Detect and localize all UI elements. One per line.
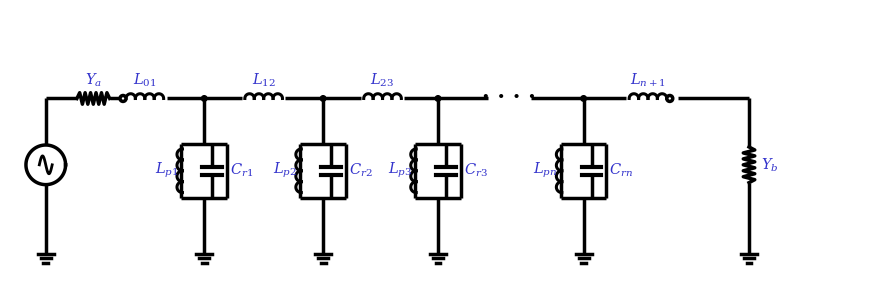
- Text: $L_{p2}$: $L_{p2}$: [273, 161, 297, 180]
- Text: $L_{p1}$: $L_{p1}$: [155, 161, 179, 180]
- Circle shape: [435, 96, 441, 101]
- Text: $L_{01}$: $L_{01}$: [133, 71, 157, 88]
- Text: $C_{r3}$: $C_{r3}$: [463, 162, 488, 180]
- Text: $C_{rn}$: $C_{rn}$: [610, 162, 633, 180]
- Text: $Y_b$: $Y_b$: [761, 156, 779, 173]
- Circle shape: [581, 96, 586, 101]
- Text: $L_{n+1}$: $L_{n+1}$: [630, 71, 666, 88]
- Text: $L_{23}$: $L_{23}$: [371, 71, 394, 88]
- Circle shape: [120, 96, 126, 101]
- Circle shape: [201, 96, 207, 101]
- Text: $C_{r2}$: $C_{r2}$: [349, 162, 372, 180]
- Text: $C_{r1}$: $C_{r1}$: [230, 162, 253, 180]
- Text: · · · ·: · · · ·: [483, 87, 536, 110]
- Circle shape: [667, 96, 673, 101]
- Text: $L_{pn}$: $L_{pn}$: [533, 161, 558, 180]
- Text: $L_{p3}$: $L_{p3}$: [388, 161, 413, 180]
- Text: $Y_a$: $Y_a$: [85, 71, 102, 88]
- Text: $L_{12}$: $L_{12}$: [251, 71, 276, 88]
- Circle shape: [321, 96, 326, 101]
